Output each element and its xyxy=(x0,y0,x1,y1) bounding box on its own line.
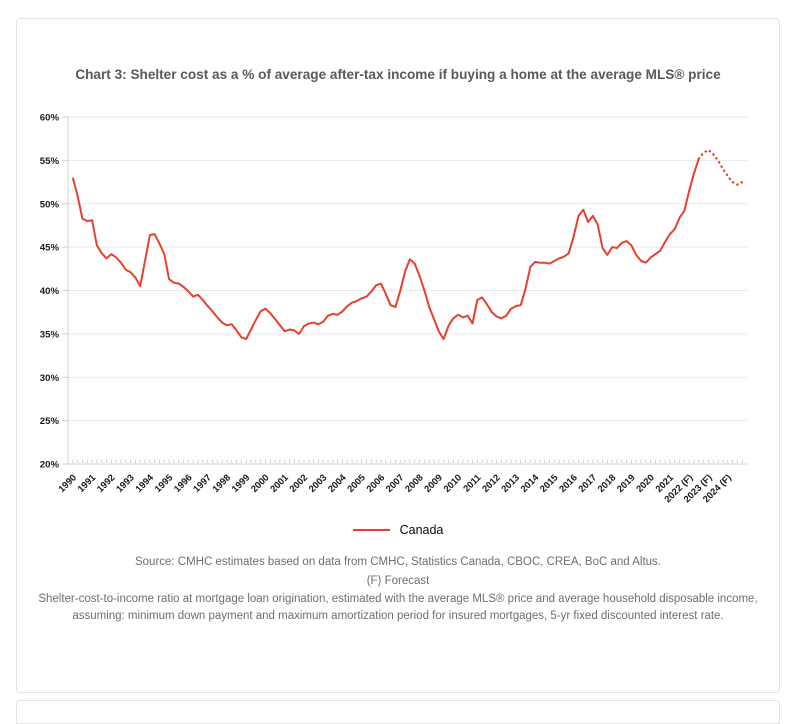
svg-text:2014: 2014 xyxy=(518,471,541,494)
svg-text:1993: 1993 xyxy=(113,472,136,495)
svg-text:35%: 35% xyxy=(40,330,60,341)
svg-text:2016: 2016 xyxy=(557,472,580,495)
svg-text:1990: 1990 xyxy=(56,472,79,495)
svg-text:1998: 1998 xyxy=(210,472,233,495)
forecast-note: (F) Forecast xyxy=(366,574,430,587)
svg-text:2018: 2018 xyxy=(595,472,618,495)
svg-text:2013: 2013 xyxy=(499,472,522,495)
svg-text:1999: 1999 xyxy=(229,472,252,495)
svg-text:2009: 2009 xyxy=(422,472,445,495)
svg-text:2005: 2005 xyxy=(345,472,368,495)
svg-text:1996: 1996 xyxy=(171,472,194,495)
svg-text:2006: 2006 xyxy=(364,472,387,495)
chart-title: Chart 3: Shelter cost as a % of average … xyxy=(75,67,721,82)
svg-text:2003: 2003 xyxy=(306,472,329,495)
svg-text:25%: 25% xyxy=(40,417,60,428)
svg-text:50%: 50% xyxy=(40,200,60,211)
svg-text:1994: 1994 xyxy=(133,471,156,494)
chart-card: Chart 3: Shelter cost as a % of average … xyxy=(16,18,780,693)
svg-text:2015: 2015 xyxy=(537,472,560,495)
svg-text:1991: 1991 xyxy=(75,472,98,495)
svg-text:2010: 2010 xyxy=(441,472,464,495)
svg-text:60%: 60% xyxy=(40,113,60,124)
legend-label: Canada xyxy=(399,523,444,538)
svg-text:2007: 2007 xyxy=(383,472,406,495)
svg-text:2004: 2004 xyxy=(325,471,348,494)
svg-text:55%: 55% xyxy=(40,156,60,167)
svg-text:2011: 2011 xyxy=(461,472,483,494)
source-note: Source: CMHC estimates based on data fro… xyxy=(134,556,661,569)
svg-text:1992: 1992 xyxy=(94,472,117,495)
svg-text:2001: 2001 xyxy=(268,472,291,495)
svg-text:2012: 2012 xyxy=(479,472,502,495)
chart-legend: Canada xyxy=(17,523,779,537)
svg-text:2020: 2020 xyxy=(634,472,657,495)
svg-text:1997: 1997 xyxy=(191,472,214,495)
shelter-cost-chart: 20%25%30%35%40%45%50%55%60%1990199119921… xyxy=(40,113,747,505)
svg-text:45%: 45% xyxy=(40,243,60,254)
svg-text:2019: 2019 xyxy=(614,472,637,495)
svg-text:2008: 2008 xyxy=(402,472,425,495)
next-card-edge xyxy=(16,700,780,724)
svg-text:40%: 40% xyxy=(40,286,60,297)
svg-text:2002: 2002 xyxy=(287,472,310,495)
svg-text:2017: 2017 xyxy=(576,472,599,495)
svg-text:1995: 1995 xyxy=(152,472,175,495)
legend-line-swatch xyxy=(352,529,390,532)
svg-text:30%: 30% xyxy=(40,373,60,384)
svg-text:2000: 2000 xyxy=(248,472,271,495)
methodology-note: Shelter-cost-to-income ratio at mortgage… xyxy=(38,592,758,623)
svg-text:20%: 20% xyxy=(40,460,60,471)
